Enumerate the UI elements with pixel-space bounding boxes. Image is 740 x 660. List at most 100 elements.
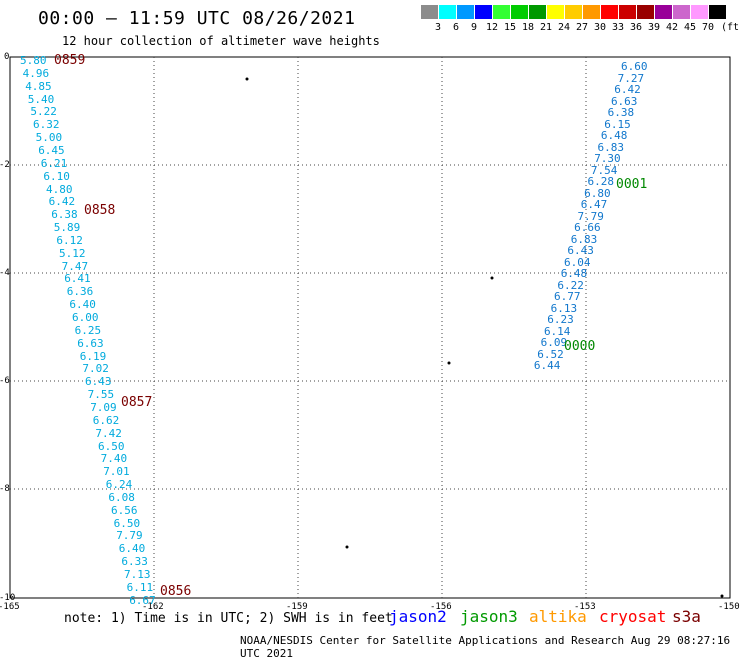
wave-height-label: 6.56 (111, 503, 138, 517)
island-marks (245, 77, 724, 598)
wave-height-label: 7.09 (90, 400, 117, 414)
wave-height-label: 6.52 (537, 347, 564, 361)
wave-height-label: 6.45 (38, 143, 65, 157)
legend-label: 27 (575, 22, 589, 33)
y-axis-label: 0 (4, 52, 10, 62)
satellite-label-s3a: s3a (672, 607, 701, 626)
legend-label: 30 (593, 22, 607, 33)
pass-time-label: 0001 (616, 177, 648, 192)
legend-label: 9 (470, 22, 478, 33)
legend-swatch (421, 5, 438, 19)
satellite-label-cryosat: cryosat (599, 607, 667, 626)
wave-height-label: 7.40 (100, 452, 128, 466)
wave-height-label: 6.43 (85, 375, 112, 389)
legend-label: 24 (557, 22, 571, 33)
wave-height-label: 6.66 (574, 221, 601, 234)
wave-height-label: 6.50 (113, 516, 141, 530)
wave-height-label: 6.40 (69, 298, 96, 312)
legend-swatch (709, 5, 726, 19)
x-axis-label: -156 (430, 602, 452, 612)
wave-height-label: 6.80 (584, 186, 611, 200)
legend-swatch (511, 5, 528, 19)
wave-height-label: 6.48 (560, 267, 588, 280)
wave-height-label: 6.62 (92, 413, 120, 427)
wave-height-label: 6.43 (567, 244, 594, 257)
satellite-label-altika: altika (529, 607, 587, 626)
wave-height-label: 6.47 (580, 198, 608, 211)
wave-height-label: 6.21 (40, 156, 68, 170)
legend-swatch (583, 5, 600, 19)
legend-label: 39 (647, 22, 661, 33)
y-axis-label: -6 (0, 376, 10, 386)
wave-height-label: 6.48 (600, 129, 628, 142)
wave-height-label: 5.80 (20, 54, 47, 67)
wave-height-label: 7.42 (95, 426, 122, 440)
pass-time-label: 0856 (160, 584, 192, 599)
wave-height-label: 6.13 (550, 301, 578, 315)
wave-height-label: 6.28 (587, 175, 615, 188)
legend-label: 70 (701, 22, 715, 33)
legend-swatch (637, 5, 654, 19)
legend-swatch (565, 5, 582, 19)
wave-height-label: 6.40 (118, 542, 146, 556)
wave-height-label: 6.50 (98, 439, 125, 453)
wave-height-label: 6.11 (126, 580, 154, 594)
wave-height-label: 7.55 (87, 388, 115, 402)
wave-height-label: 6.36 (66, 285, 94, 299)
legend-swatch (655, 5, 672, 19)
wave-height-label: 6.42 (614, 83, 641, 96)
y-axis-label: -10 (0, 593, 16, 603)
wave-height-label: 6.09 (540, 336, 568, 349)
wave-height-label: 4.80 (46, 182, 73, 196)
x-axis-label: -150 (718, 602, 740, 612)
legend-label: 18 (521, 22, 535, 33)
wave-height-label: 4.96 (22, 66, 50, 80)
island-dot (345, 545, 349, 549)
y-axis-label: -4 (0, 268, 10, 278)
y-axis-label: -8 (0, 484, 10, 494)
island-dot (490, 276, 494, 280)
legend-unit: (ft) (720, 22, 740, 33)
map-frame (9, 56, 731, 599)
wave-height-label: 7.27 (617, 71, 645, 85)
wave-height-label: 7.02 (82, 362, 109, 376)
wave-height-label: 7.79 (577, 209, 604, 223)
island-dot (447, 361, 451, 365)
legend-swatch (493, 5, 510, 19)
wave-height-label: 6.23 (547, 313, 574, 326)
x-axis-label: -159 (286, 602, 308, 612)
footnote: note: 1) Time is in UTC; 2) SWH is in fe… (64, 611, 393, 626)
pass-time-label: 0858 (84, 203, 116, 218)
wave-height-label: 7.79 (116, 529, 143, 543)
legend-label: 21 (539, 22, 553, 33)
island-dot (245, 77, 249, 81)
legend-swatch (673, 5, 690, 19)
wave-height-label: 6.00 (72, 311, 99, 324)
wave-height-label: 6.33 (121, 555, 148, 569)
wave-height-label: 6.32 (33, 118, 60, 132)
wave-height-label: 6.77 (554, 290, 581, 303)
pass-time-label: 0857 (121, 395, 153, 410)
wave-height-label: 5.12 (59, 246, 86, 260)
island-dot (720, 594, 724, 598)
wave-height-label: 6.25 (74, 323, 102, 337)
wave-height-label: 6.41 (64, 272, 91, 286)
wave-height-label: 6.08 (108, 490, 135, 504)
legend-swatch (439, 5, 456, 19)
wave-height-label: 7.13 (124, 568, 151, 581)
legend-label: 42 (665, 22, 679, 33)
legend-swatch (457, 5, 474, 19)
legend-swatch (547, 5, 564, 19)
satellite-label-jason3: jason3 (460, 607, 518, 626)
wave-height-label: 6.63 (610, 94, 638, 108)
legend-label: 33 (611, 22, 625, 33)
wave-height-label: 6.38 (51, 208, 78, 222)
wave-height-label: 5.89 (53, 221, 81, 235)
wave-height-label: 7.54 (590, 163, 618, 177)
legend-swatch (691, 5, 708, 19)
wave-height-label: 6.15 (604, 117, 631, 131)
wave-height-label: 6.10 (43, 169, 70, 183)
legend-swatch (601, 5, 618, 19)
pass-time-label: 0859 (54, 53, 86, 68)
wave-height-label: 5.40 (27, 92, 55, 106)
